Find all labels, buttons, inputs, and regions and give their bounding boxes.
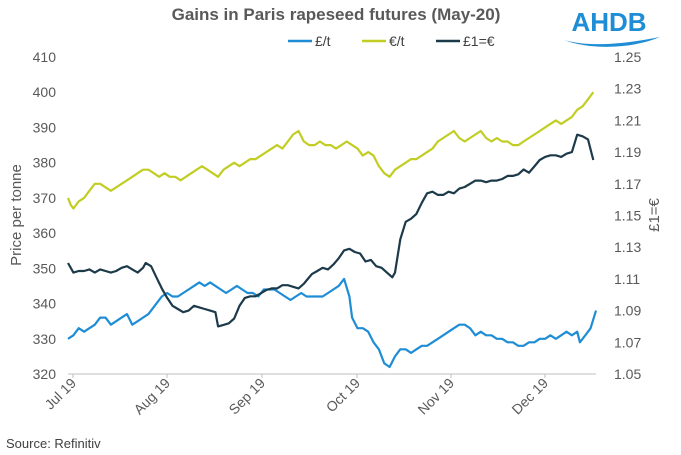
y-tick-label: 410 [33,49,57,65]
source-note: Source: Refinitiv [6,436,101,451]
legend-label: €/t [389,33,405,49]
series-line-1 [67,277,598,369]
right-axis-ticks: 1.05 1.07 1.09 1.11 1.13 1.15 1.17 1.19 1.21 1.23… [614,49,641,382]
y2-tick-label: 1.15 [614,208,641,224]
legend-label: £/t [315,33,331,49]
y-axis-label: Price per tonne [8,164,25,266]
y-tick-label: 380 [33,155,57,171]
y-tick-label: 370 [33,190,57,206]
logo-wave [564,37,660,47]
x-axis-ticks: Jul 19 Aug 19 Sep 19 Oct 19 Nov 19 Dec 19 [41,374,551,417]
legend: £/t €/t £1=€ [288,33,495,49]
series-lines [66,91,598,369]
y2-tick-label: 1.17 [614,176,641,192]
x-tick-label: Dec 19 [508,375,551,418]
y2-tick-label: 1.19 [614,144,641,160]
y2-axis-label: £1=€ [646,197,663,231]
y2-tick-label: 1.07 [614,334,641,350]
y-tick-label: 340 [33,296,57,312]
y-tick-label: 320 [33,366,57,382]
y-tick-label: 350 [33,260,57,276]
y-tick-label: 360 [33,225,57,241]
x-tick-label: Nov 19 [414,375,457,418]
legend-label: £1=€ [463,33,495,49]
logo-text: AHDB [571,7,646,37]
y2-tick-label: 1.21 [614,112,641,128]
series-line-2 [66,91,595,210]
y2-tick-label: 1.09 [614,303,641,319]
x-tick-label: Sep 19 [225,375,268,418]
y2-tick-label: 1.23 [614,81,641,97]
left-axis-ticks: 320 330 340 350 360 370 380 390 400 410 [33,49,57,382]
x-tick-label: Oct 19 [323,375,364,416]
y-tick-label: 400 [33,84,57,100]
y2-tick-label: 1.11 [614,271,640,287]
y-tick-label: 390 [33,119,57,135]
y2-tick-label: 1.25 [614,49,641,65]
chart-title: Gains in Paris rapeseed futures (May-20) [172,5,501,24]
y2-tick-label: 1.05 [614,366,641,382]
ahdb-logo: AHDB [564,7,660,47]
y2-tick-label: 1.13 [614,239,641,255]
series-line-3 [67,133,595,328]
y-tick-label: 330 [33,331,57,347]
x-tick-label: Aug 19 [130,375,173,418]
